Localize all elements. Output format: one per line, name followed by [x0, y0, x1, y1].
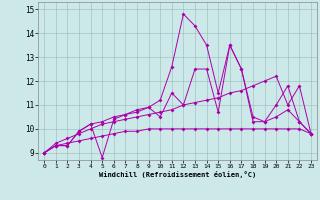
X-axis label: Windchill (Refroidissement éolien,°C): Windchill (Refroidissement éolien,°C): [99, 171, 256, 178]
